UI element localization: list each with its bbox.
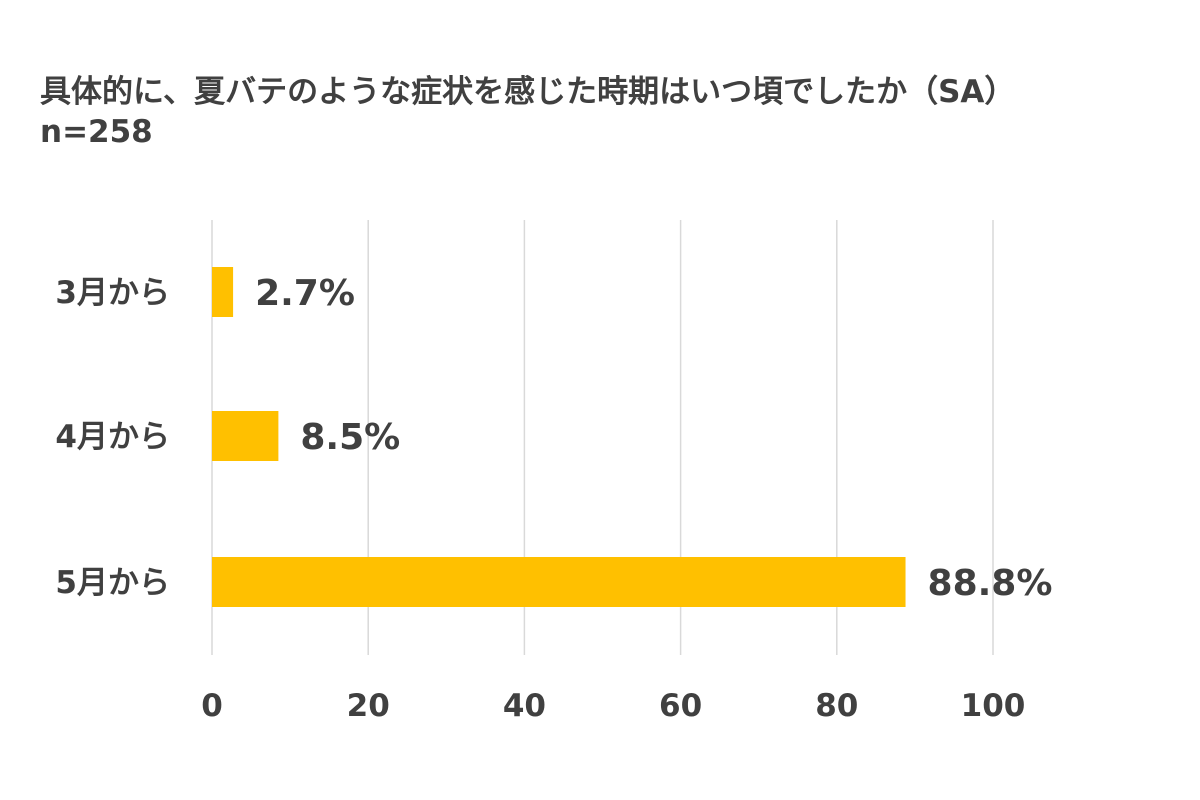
data-label: 2.7% [255, 273, 355, 314]
chart-title-block: 具体的に、夏バテのような症状を感じた時期はいつ頃でしたか（SA） n=258 [40, 72, 1015, 152]
bar [212, 411, 279, 461]
category-label: 4月から [55, 419, 170, 455]
chart-subtitle: n=258 [40, 114, 153, 150]
x-tick-label: 60 [659, 688, 702, 724]
category-label: 3月から [55, 275, 170, 311]
bar [212, 557, 906, 607]
data-label: 8.5% [300, 417, 400, 458]
x-tick-label: 40 [503, 688, 546, 724]
category-label: 5月から [55, 565, 170, 601]
x-tick-label: 0 [201, 688, 223, 724]
chart-title: 具体的に、夏バテのような症状を感じた時期はいつ頃でしたか（SA） [40, 74, 1016, 110]
x-tick-label: 80 [815, 688, 858, 724]
data-label: 88.8% [928, 563, 1053, 604]
bar [212, 267, 234, 317]
x-tick-label: 20 [347, 688, 390, 724]
x-tick-label: 100 [961, 688, 1026, 724]
